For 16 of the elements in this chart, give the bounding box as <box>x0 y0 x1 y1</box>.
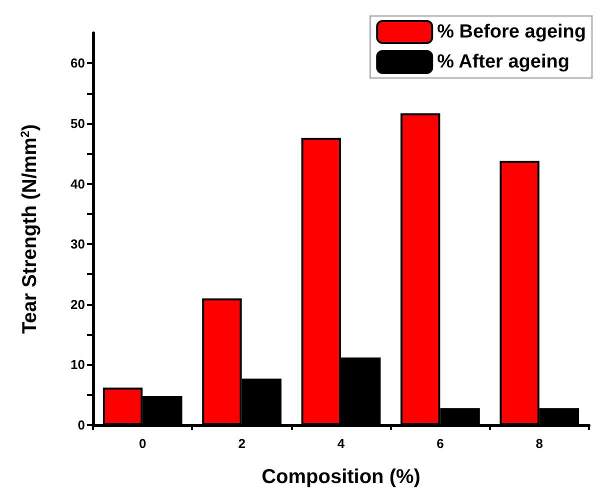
legend-label: % Before ageing <box>437 22 586 42</box>
y-axis-title: Tear Strength (N/mm2) <box>18 124 41 334</box>
legend-label: % After ageing <box>437 52 570 72</box>
y-tick-label: 30 <box>70 236 85 252</box>
x-tick-label: 2 <box>238 436 246 451</box>
y-tick-label: 40 <box>70 176 85 192</box>
x-tick-label: 4 <box>337 436 346 451</box>
y-tick-label: 50 <box>70 116 85 131</box>
x-tick-label: 0 <box>138 436 146 451</box>
y-tick-label: 10 <box>70 357 85 372</box>
y-tick-label: 0 <box>78 418 85 432</box>
y-tick-label: 20 <box>70 296 85 312</box>
x-tick-label: 6 <box>436 436 444 451</box>
x-tick-label: 8 <box>536 436 544 451</box>
x-axis-title: Composition (%) <box>262 466 420 488</box>
y-tick-label: 60 <box>70 56 85 71</box>
